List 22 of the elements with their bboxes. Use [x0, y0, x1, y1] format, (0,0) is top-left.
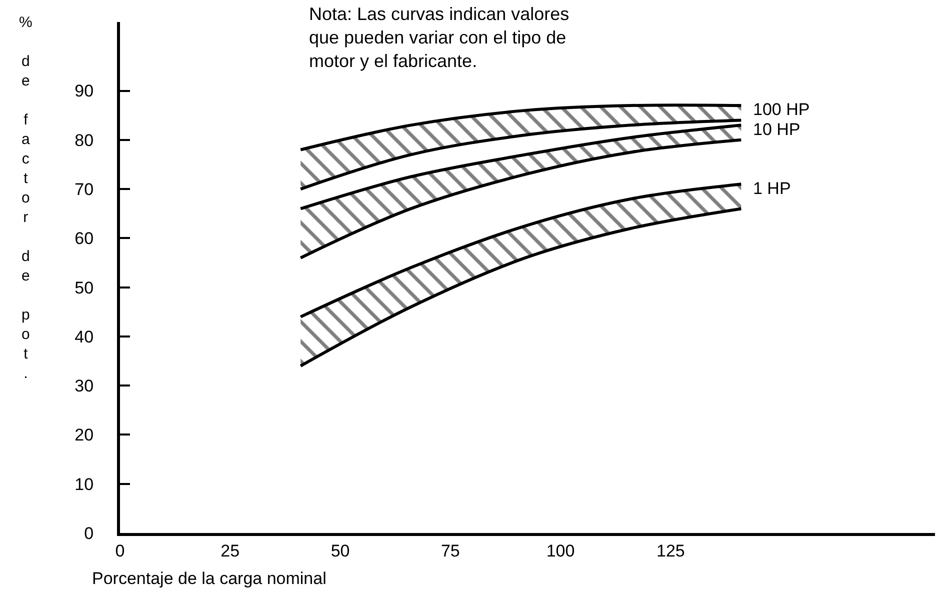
y-tick-label: 0 — [84, 524, 94, 543]
y-tick-label: 20 — [74, 426, 94, 445]
y-tick-label: 60 — [74, 229, 94, 248]
legend-label: 100 HP — [753, 100, 810, 119]
x-tick-label: 0 — [115, 541, 125, 560]
y-tick-label: 80 — [74, 130, 94, 150]
x-tick-label: 100 — [546, 541, 575, 560]
y-tick-label: 40 — [74, 327, 94, 346]
x-tick-label: 125 — [656, 541, 685, 560]
y-tick-label: 50 — [74, 278, 94, 298]
y-tick-label: 10 — [74, 474, 94, 494]
legend-label: 1 HP — [753, 179, 791, 198]
legend-label: 10 HP — [753, 120, 800, 139]
x-tick-label: 50 — [330, 541, 350, 560]
text: % de factor de pot. — [19, 14, 32, 382]
x-tick-label: 75 — [440, 541, 460, 560]
y-tick-label: 30 — [74, 376, 94, 396]
annotation: Nota: Las curvas indican valores que pueden variar con el tipo de motor y el fabricante. — [309, 4, 570, 71]
y-tick-label: 70 — [74, 180, 94, 200]
x-tick-label: 25 — [220, 541, 240, 560]
y-tick-label: 90 — [74, 82, 94, 101]
x-axis-title: Porcentaje de la carga nominal — [92, 569, 326, 588]
